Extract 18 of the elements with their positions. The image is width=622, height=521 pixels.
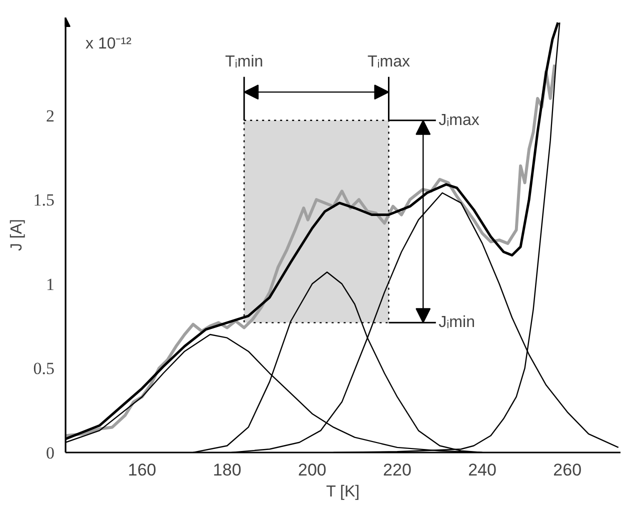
y-tick-label: 2: [46, 106, 54, 126]
y-tick-label: 0.5: [33, 359, 54, 378]
ref-line-label: Jᵢmax: [438, 112, 480, 129]
ref-line-label: Tᵢmin: [225, 53, 264, 70]
annotation: x 10⁻¹²: [86, 36, 132, 52]
ref-line-label: Jᵢmin: [438, 314, 475, 332]
y-axis-title: J [A]: [8, 218, 26, 252]
x-tick-label: 220: [383, 460, 412, 480]
y-tick-label: 1: [46, 274, 54, 294]
x-tick-label: 260: [553, 460, 582, 480]
ref-line-label: Tᵢmax: [367, 53, 410, 70]
y-tick-label: 0: [46, 444, 54, 462]
x-tick-label: 240: [468, 460, 496, 480]
x-tick-label: 200: [298, 460, 326, 480]
x-tick-label: 180: [212, 460, 242, 480]
x-tick-label: 160: [128, 460, 156, 480]
x-axis-title: T [K]: [326, 484, 360, 500]
y-tick-label: 1.5: [33, 190, 54, 210]
